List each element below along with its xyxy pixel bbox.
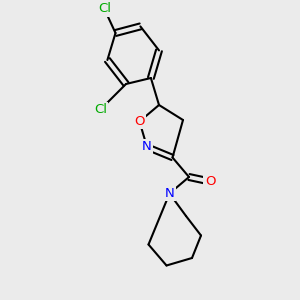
- Text: O: O: [134, 115, 145, 128]
- Text: Cl: Cl: [94, 103, 107, 116]
- Text: N: N: [142, 140, 152, 154]
- Text: Cl: Cl: [98, 2, 111, 16]
- Text: N: N: [165, 187, 174, 200]
- Text: O: O: [205, 175, 215, 188]
